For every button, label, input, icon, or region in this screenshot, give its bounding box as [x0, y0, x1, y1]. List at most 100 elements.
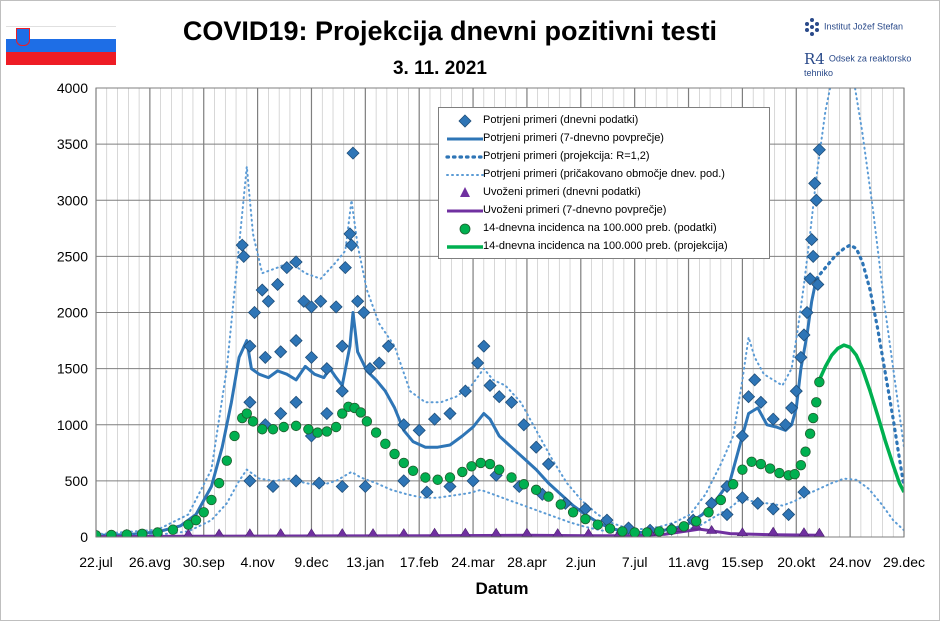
imported-point	[521, 527, 533, 537]
institute-logo: Institut Jožef Stefan	[804, 18, 903, 36]
x-tick-label: 29.dec	[883, 554, 925, 570]
incidence-point	[592, 519, 603, 530]
confirmed-point	[541, 457, 556, 471]
confirmed-point	[751, 496, 765, 510]
series-line-3	[96, 468, 904, 537]
confirmed-point	[280, 261, 294, 275]
confirmed-point	[412, 423, 426, 437]
legend-label: Potrjeni primeri (7-dnevno povprečje)	[483, 132, 664, 144]
incidence-point	[407, 465, 419, 476]
confirmed-point	[261, 294, 275, 308]
incidence-point	[213, 477, 225, 489]
legend-item: Potrjeni primeri (projekcija: R=1,2)	[439, 148, 769, 166]
confirmed-point	[329, 300, 343, 314]
incidence-point	[167, 524, 179, 535]
incidence-point	[800, 446, 811, 457]
y-tick-label: 2000	[57, 305, 88, 321]
y-tick-label: 500	[65, 473, 89, 489]
incidence-point	[257, 424, 268, 435]
imported-point	[336, 528, 348, 537]
confirmed-point	[335, 479, 349, 494]
imported-point	[706, 524, 718, 534]
confirmed-point	[274, 345, 288, 359]
x-tick-label: 9.dec	[294, 554, 328, 570]
x-tick-label: 30.sep	[183, 554, 225, 570]
ijs-dots-icon	[805, 18, 819, 36]
imported-point	[490, 527, 502, 537]
incidence-point	[444, 472, 456, 483]
imported-point	[183, 528, 194, 537]
confirmed-point	[458, 384, 472, 398]
incidence-point	[518, 479, 530, 490]
incidence-point	[506, 472, 517, 483]
confirmed-point	[443, 479, 457, 494]
imported-point	[736, 527, 748, 537]
imported-point	[429, 527, 441, 537]
imported-point	[582, 528, 595, 537]
confirmed-point	[748, 373, 762, 387]
confirmed-point	[358, 479, 372, 494]
confirmed-point	[812, 143, 826, 157]
incidence-point	[774, 467, 785, 479]
confirmed-point	[803, 272, 817, 286]
x-tick-label: 17.feb	[400, 554, 439, 570]
confirmed-point	[289, 395, 303, 409]
imported-point	[213, 528, 225, 537]
legend-label: 14-dnevna incidenca na 100.000 preb. (po…	[483, 222, 717, 234]
department-name: Odsek za reaktorsko tehniko	[804, 53, 912, 78]
confirmed-point	[766, 502, 780, 516]
series-line-0	[96, 277, 820, 537]
legend-item: Potrjeni primeri (pričakovano območje dn…	[439, 166, 769, 184]
imported-point	[813, 527, 825, 537]
incidence-point	[727, 479, 739, 490]
legend-symbol	[458, 114, 472, 128]
confirmed-point	[335, 384, 349, 398]
incidence-point	[380, 438, 391, 450]
confirmed-point	[255, 283, 269, 297]
legend-item: 14-dnevna incidenca na 100.000 preb. (pr…	[439, 238, 769, 256]
confirmed-point	[529, 440, 543, 454]
incidence-point	[337, 408, 348, 419]
y-tick-label: 1500	[57, 361, 88, 377]
r4-mark: R4	[804, 50, 825, 68]
confirmed-point	[794, 350, 808, 364]
legend-diamond-icon	[458, 114, 472, 128]
confirmed-point	[320, 406, 334, 421]
confirmed-point	[258, 350, 272, 364]
x-tick-label: 26.avg	[129, 554, 171, 570]
incidence-point	[814, 376, 825, 388]
x-tick-label: 22.jul	[79, 554, 112, 570]
legend-item: Uvoženi primeri (7-dnevno povprečje)	[439, 202, 769, 220]
x-tick-label: 2.jun	[566, 554, 596, 570]
incidence-point	[152, 527, 163, 537]
imported-point	[306, 528, 317, 537]
institute-name: Institut Jožef Stefan	[824, 21, 904, 32]
incidence-point	[789, 468, 800, 480]
incidence-point	[229, 430, 240, 442]
chart-legend: Potrjeni primeri (dnevni podatki) Potrjen…	[438, 107, 770, 259]
confirmed-point	[477, 339, 491, 353]
incidence-point	[530, 484, 542, 496]
series-line-1	[814, 243, 904, 489]
confirmed-point	[735, 491, 749, 505]
confirmed-point	[346, 146, 360, 160]
incidence-point	[183, 519, 194, 530]
confirmed-point	[243, 395, 257, 409]
incidence-point	[290, 420, 302, 432]
confirmed-point	[428, 412, 442, 426]
imported-point	[552, 528, 564, 537]
legend-label: 14-dnevna incidenca na 100.000 preb. (pr…	[483, 240, 728, 252]
confirmed-point	[811, 277, 825, 292]
confirmed-point	[247, 305, 262, 320]
confirmed-point	[351, 294, 365, 308]
confirmed-point	[243, 474, 257, 488]
y-tick-label: 0	[80, 529, 88, 545]
series-line-5	[817, 343, 904, 493]
confirmed-point	[397, 418, 411, 432]
confirmed-point	[363, 362, 377, 376]
y-tick-label: 3000	[57, 192, 88, 208]
confirmed-point	[471, 356, 485, 370]
confirmed-point	[741, 390, 756, 404]
confirmed-point	[357, 305, 371, 320]
